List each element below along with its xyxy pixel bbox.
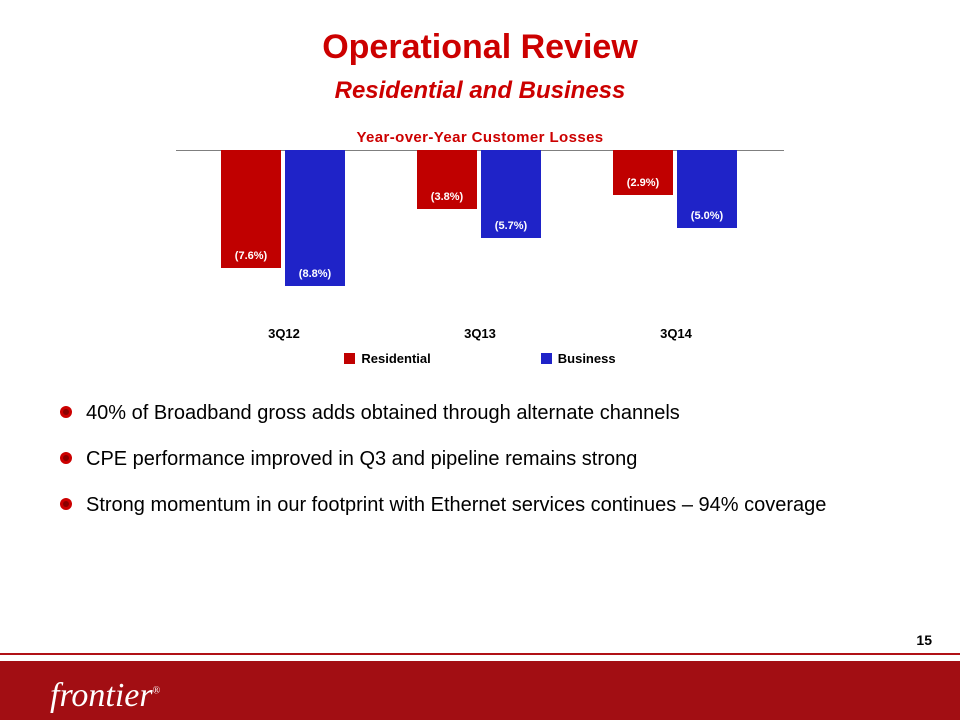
chart-group-2: (2.9%) (5.0%)	[591, 150, 761, 320]
chart-container: Year-over-Year Customer Losses (7.6%) (8…	[170, 123, 790, 370]
logo-trademark-icon: ®	[153, 686, 161, 697]
chart-group-0: (7.6%) (8.8%)	[199, 150, 369, 320]
legend-item-business: Business	[541, 351, 616, 366]
bar-business-0: (8.8%)	[285, 150, 345, 286]
legend-label: Residential	[361, 351, 430, 366]
bar-business-2: (5.0%)	[677, 150, 737, 228]
footer: frontier®	[0, 653, 960, 720]
list-item: 40% of Broadband gross adds obtained thr…	[60, 400, 900, 426]
footer-bar: frontier®	[0, 661, 960, 720]
legend-label: Business	[558, 351, 616, 366]
chart-groups: (7.6%) (8.8%) (3.8%) (5.7%)	[186, 150, 774, 320]
bar-business-1: (5.7%)	[481, 150, 541, 238]
bar-label: (8.8%)	[285, 268, 345, 280]
page-title: Operational Review	[0, 28, 960, 67]
footer-divider	[0, 653, 960, 661]
logo: frontier®	[50, 677, 160, 715]
xaxis-label-2: 3Q14	[591, 326, 761, 341]
bar-label: (2.9%)	[613, 177, 673, 189]
bar-residential-2: (2.9%)	[613, 150, 673, 195]
legend-item-residential: Residential	[344, 351, 430, 366]
chart-group-1: (3.8%) (5.7%)	[395, 150, 565, 320]
chart-title: Year-over-Year Customer Losses	[170, 129, 790, 146]
page-subtitle: Residential and Business	[0, 77, 960, 105]
bar-label: (5.0%)	[677, 210, 737, 222]
bullet-icon	[60, 406, 72, 418]
bullet-list: 40% of Broadband gross adds obtained thr…	[60, 400, 900, 518]
xaxis-label-1: 3Q13	[395, 326, 565, 341]
bullet-text: CPE performance improved in Q3 and pipel…	[86, 446, 637, 472]
bar-residential-1: (3.8%)	[417, 150, 477, 209]
xaxis-label-0: 3Q12	[199, 326, 369, 341]
bar-label: (7.6%)	[221, 250, 281, 262]
legend-swatch-residential	[344, 353, 355, 364]
chart-xaxis: 3Q12 3Q13 3Q14	[186, 326, 774, 341]
list-item: CPE performance improved in Q3 and pipel…	[60, 446, 900, 472]
bar-label: (3.8%)	[417, 191, 477, 203]
bar-residential-0: (7.6%)	[221, 150, 281, 268]
slide: Operational Review Residential and Busin…	[0, 28, 960, 720]
chart-legend: Residential Business	[170, 351, 790, 366]
page-number: 15	[916, 632, 932, 648]
logo-text: frontier	[50, 677, 153, 714]
bullet-icon	[60, 498, 72, 510]
legend-swatch-business	[541, 353, 552, 364]
bullet-text: 40% of Broadband gross adds obtained thr…	[86, 400, 680, 426]
bar-label: (5.7%)	[481, 220, 541, 232]
bullet-text: Strong momentum in our footprint with Et…	[86, 492, 826, 518]
chart-plot-area: (7.6%) (8.8%) (3.8%) (5.7%)	[176, 150, 784, 320]
list-item: Strong momentum in our footprint with Et…	[60, 492, 900, 518]
bullet-icon	[60, 452, 72, 464]
